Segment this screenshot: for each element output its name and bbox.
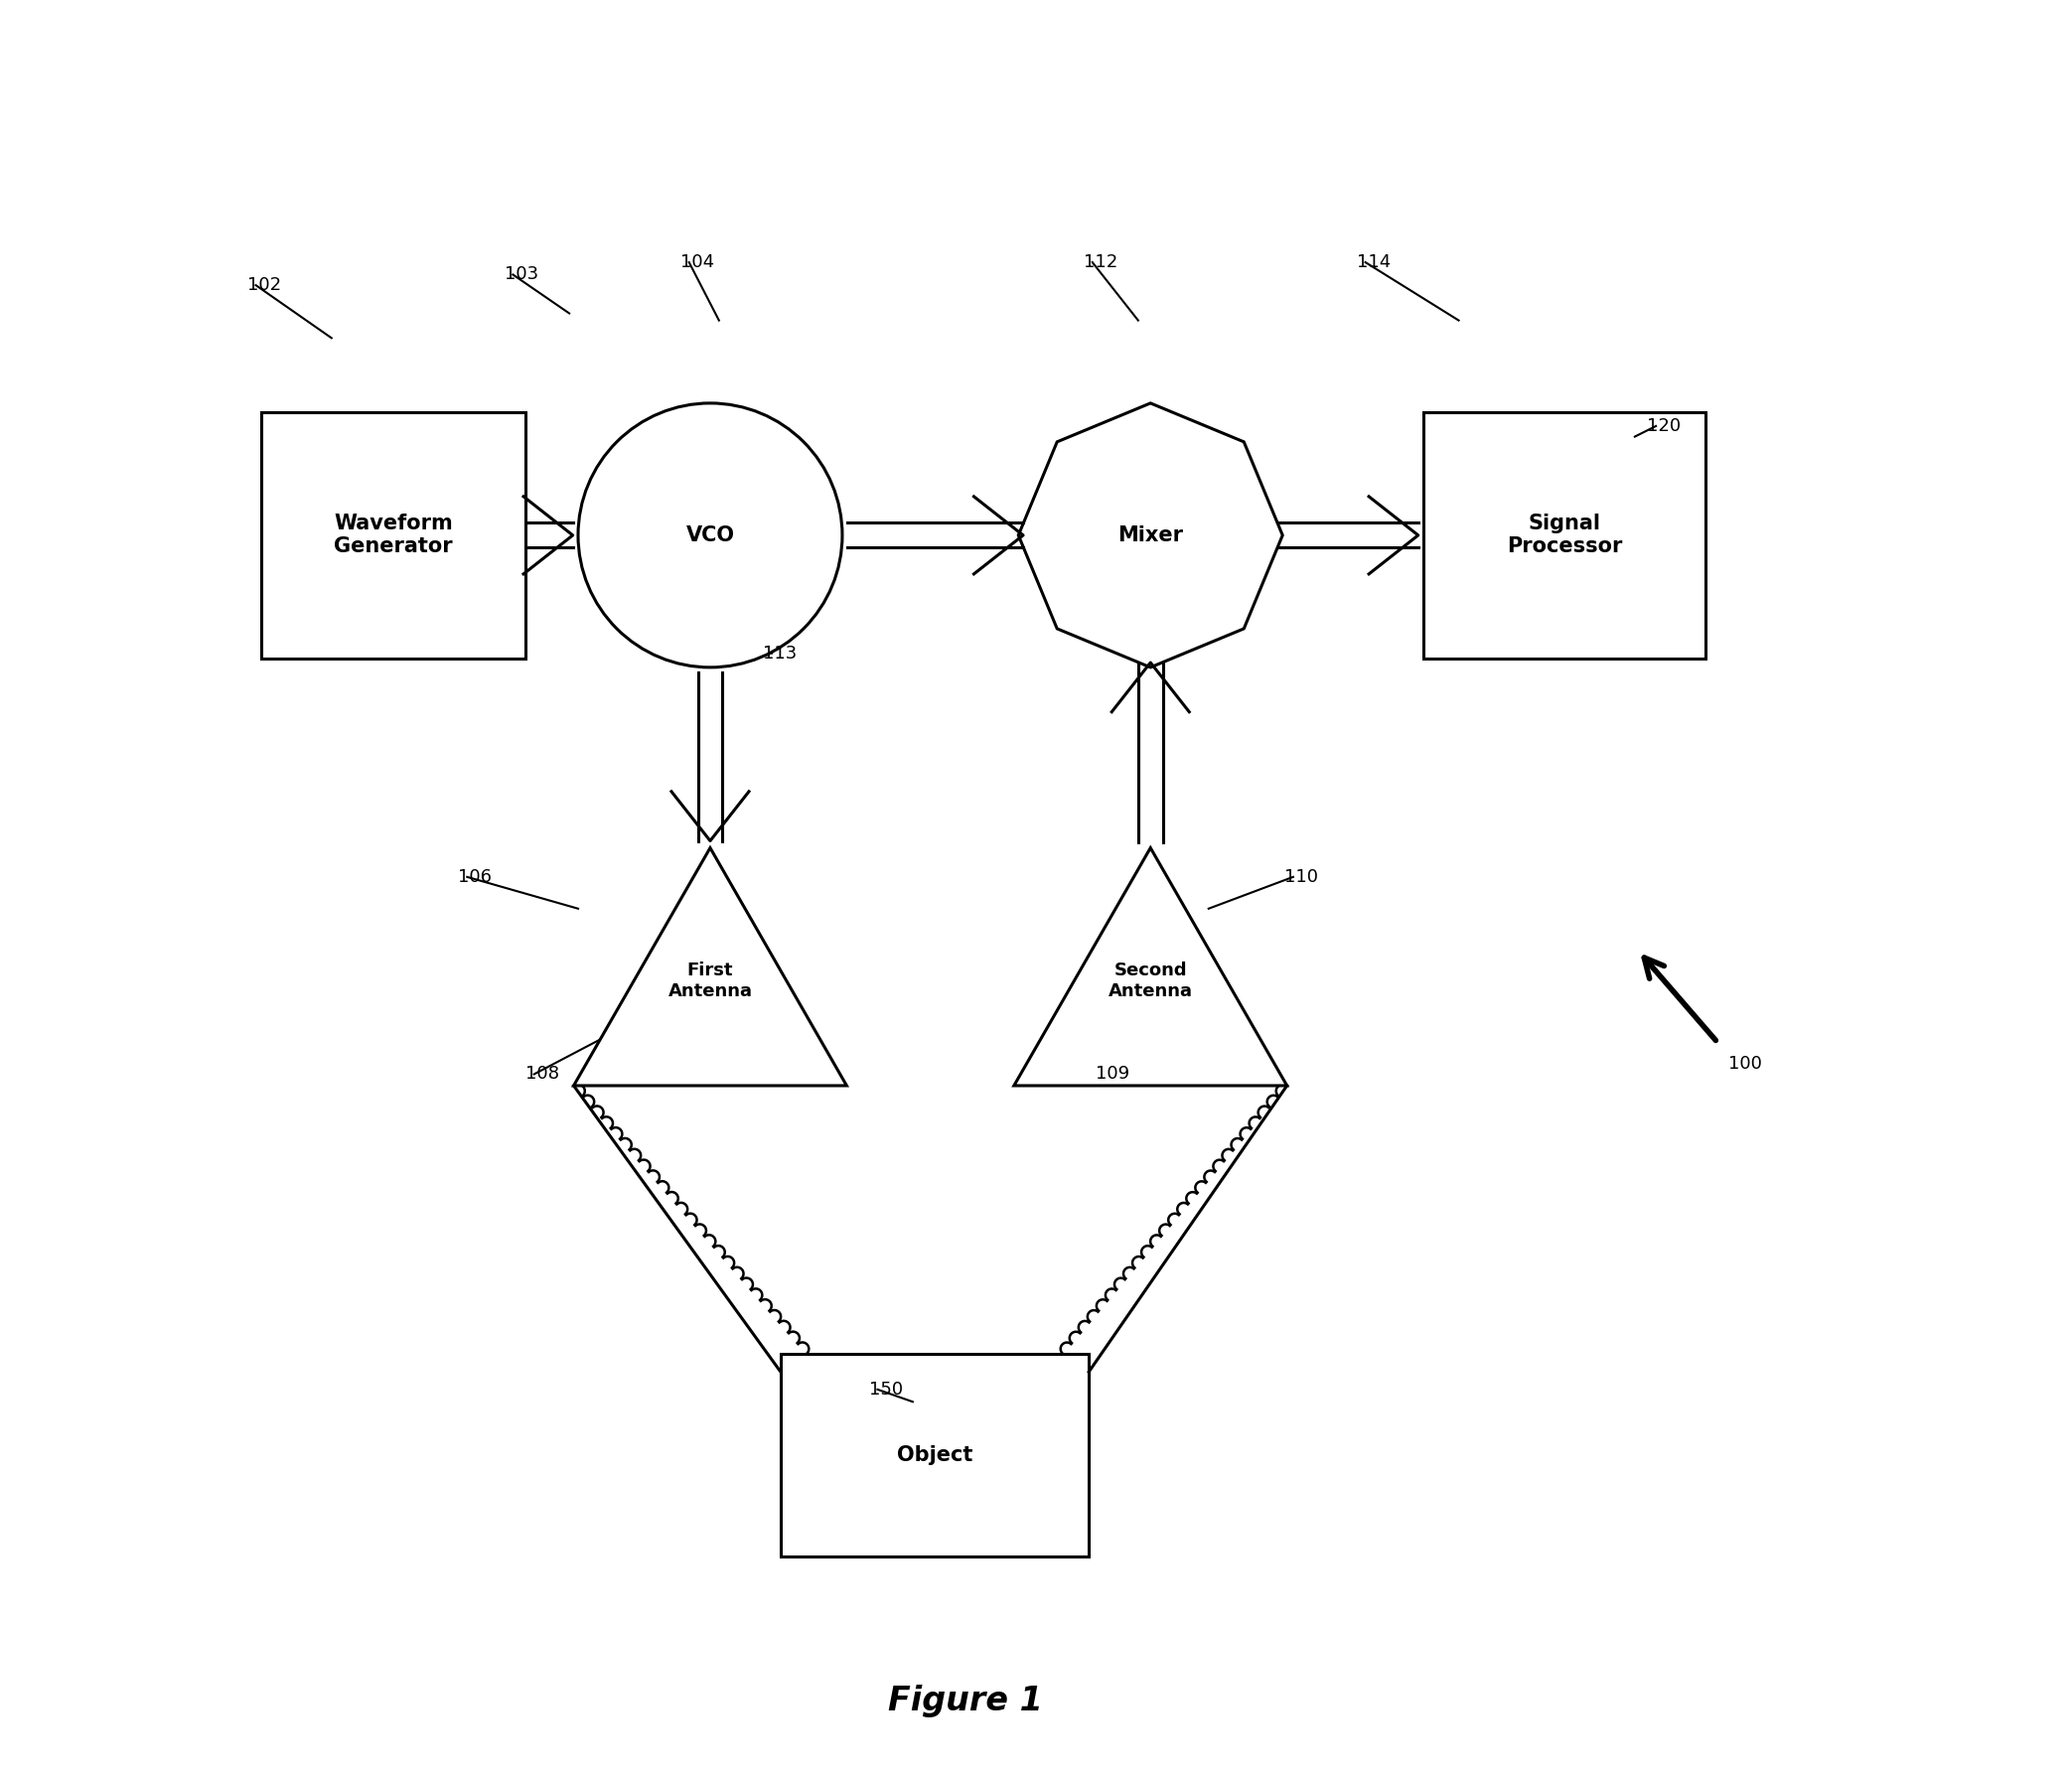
Polygon shape [1017,403,1283,667]
Text: 120: 120 [1647,417,1680,435]
Text: Second
Antenna: Second Antenna [1109,962,1193,999]
Text: 104: 104 [680,254,715,272]
Text: 114: 114 [1357,254,1390,272]
Text: 110: 110 [1285,868,1318,886]
Text: 112: 112 [1084,254,1117,272]
Bar [261,412,524,659]
Text: Waveform
Generator: Waveform Generator [334,513,452,557]
Text: 102: 102 [247,277,282,295]
Text: 113: 113 [762,644,798,662]
Text: Mixer: Mixer [1117,525,1183,545]
Polygon shape [1013,848,1287,1086]
Polygon shape [574,848,847,1086]
Text: 150: 150 [868,1381,903,1399]
Text: 106: 106 [458,868,491,886]
Text: 108: 108 [524,1065,559,1083]
Circle shape [578,403,841,667]
Text: Object: Object [897,1445,972,1466]
Bar [1423,412,1705,659]
Text: VCO: VCO [686,525,733,545]
Text: 109: 109 [1096,1065,1129,1083]
Text: 100: 100 [1728,1054,1761,1072]
Text: First
Antenna: First Antenna [667,962,752,999]
Text: Figure 1: Figure 1 [889,1684,1042,1718]
Text: 103: 103 [503,266,539,284]
Bar [781,1354,1090,1557]
Text: Signal
Processor: Signal Processor [1506,513,1622,557]
